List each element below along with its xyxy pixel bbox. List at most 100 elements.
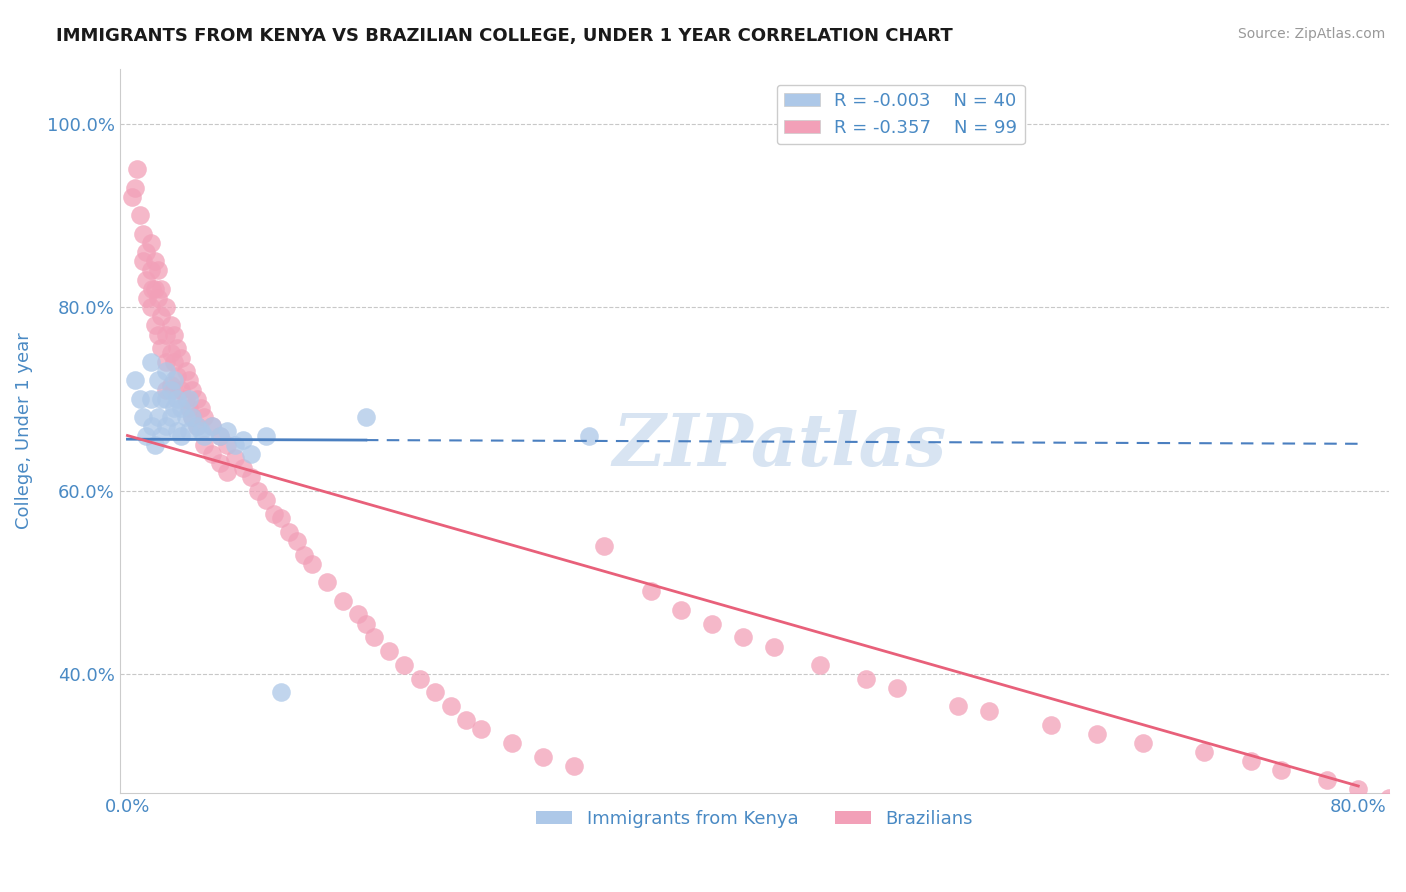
Point [886, 681, 908, 695]
Point [186, 419, 208, 434]
Point [159, 383, 181, 397]
Point [731, 631, 754, 645]
Point [217, 465, 239, 479]
Point [239, 447, 262, 461]
Point [1270, 764, 1292, 778]
Point [128, 392, 150, 406]
Point [640, 584, 662, 599]
Point [143, 282, 166, 296]
Point [155, 392, 177, 406]
Point [150, 392, 173, 406]
Point [162, 355, 184, 369]
Point [170, 351, 193, 365]
Point [1239, 754, 1261, 768]
Point [363, 631, 385, 645]
Point [217, 438, 239, 452]
Point [454, 713, 477, 727]
Point [143, 254, 166, 268]
Point [1085, 727, 1108, 741]
Point [193, 438, 215, 452]
Point [1039, 717, 1062, 731]
Text: ZIPatlas: ZIPatlas [613, 410, 946, 481]
Point [150, 310, 173, 324]
Point [239, 470, 262, 484]
Point [177, 374, 200, 388]
Point [135, 272, 157, 286]
Point [155, 327, 177, 342]
Point [948, 699, 970, 714]
Point [155, 364, 177, 378]
Point [232, 460, 254, 475]
Point [124, 181, 146, 195]
Point [470, 722, 492, 736]
Point [177, 424, 200, 438]
Point [263, 507, 285, 521]
Point [201, 419, 224, 434]
Point [278, 524, 301, 539]
Point [159, 318, 181, 333]
Point [270, 511, 292, 525]
Point [347, 607, 370, 622]
Point [201, 447, 224, 461]
Point [977, 704, 1000, 718]
Point [150, 428, 173, 442]
Point [135, 245, 157, 260]
Point [150, 282, 173, 296]
Point [166, 392, 188, 406]
Point [170, 383, 193, 397]
Point [201, 419, 224, 434]
Point [186, 419, 208, 434]
Point [270, 685, 292, 699]
Point [193, 410, 215, 425]
Point [166, 368, 188, 383]
Point [224, 438, 246, 452]
Text: IMMIGRANTS FROM KENYA VS BRAZILIAN COLLEGE, UNDER 1 YEAR CORRELATION CHART: IMMIGRANTS FROM KENYA VS BRAZILIAN COLLE… [56, 27, 953, 45]
Point [423, 685, 446, 699]
Point [155, 355, 177, 369]
Point [254, 492, 277, 507]
Point [762, 640, 785, 654]
Point [162, 374, 184, 388]
Point [166, 424, 188, 438]
Point [285, 534, 308, 549]
Point [394, 657, 416, 672]
Point [439, 699, 461, 714]
Point [143, 438, 166, 452]
Point [181, 410, 204, 425]
Point [174, 410, 197, 425]
Point [224, 451, 246, 466]
Point [124, 374, 146, 388]
Point [1347, 781, 1369, 796]
Point [136, 291, 159, 305]
Point [232, 433, 254, 447]
Point [174, 364, 197, 378]
Point [170, 428, 193, 442]
Point [354, 616, 377, 631]
Point [531, 749, 554, 764]
Point [671, 603, 693, 617]
Point [593, 539, 616, 553]
Point [578, 428, 600, 442]
Point [162, 327, 184, 342]
Point [148, 374, 170, 388]
Point [409, 672, 432, 686]
Y-axis label: College, Under 1 year: College, Under 1 year [15, 333, 32, 529]
Point [155, 419, 177, 434]
Point [155, 300, 177, 314]
Point [148, 410, 170, 425]
Point [177, 392, 200, 406]
Point [128, 208, 150, 222]
Point [139, 263, 162, 277]
Point [139, 355, 162, 369]
Point [181, 383, 204, 397]
Point [125, 162, 148, 177]
Point [190, 424, 212, 438]
Point [159, 410, 181, 425]
Point [132, 254, 155, 268]
Point [139, 300, 162, 314]
Point [181, 410, 204, 425]
Point [208, 428, 231, 442]
Point [186, 392, 208, 406]
Point [332, 593, 354, 607]
Point [1378, 791, 1400, 805]
